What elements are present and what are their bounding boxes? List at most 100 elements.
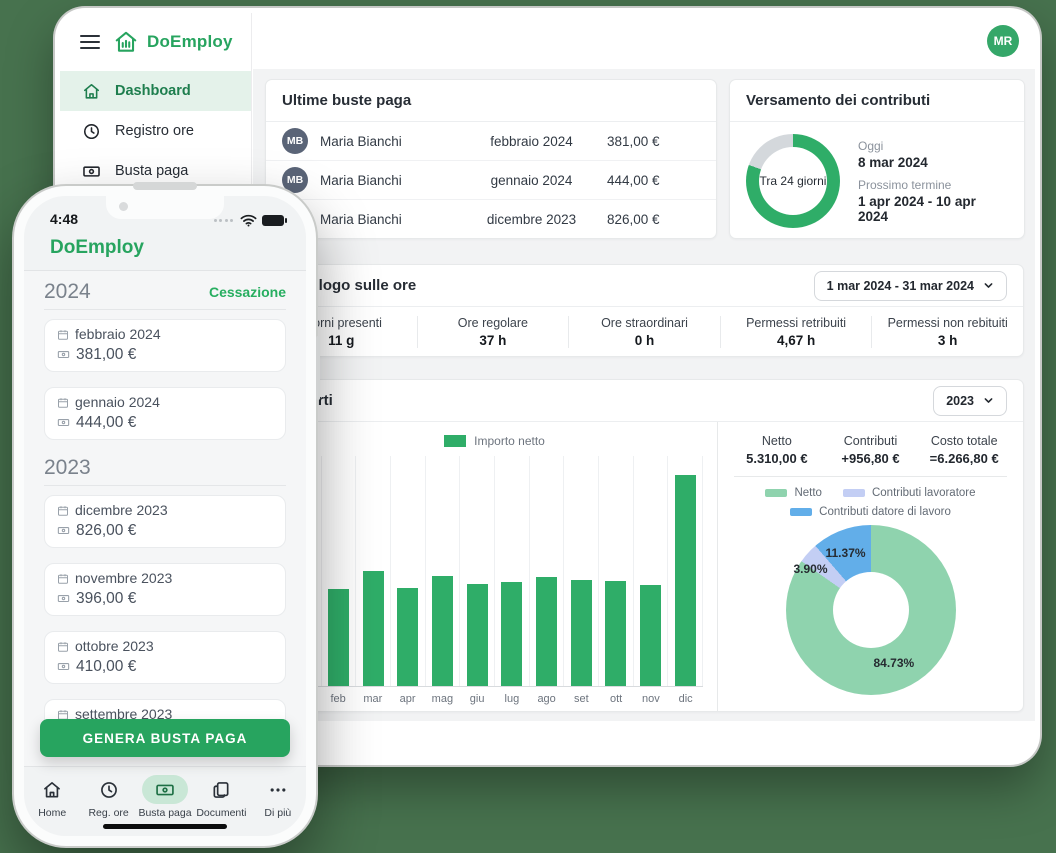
user-avatar[interactable]: MR [987, 25, 1019, 57]
banknote-icon [57, 348, 70, 361]
amounts-chart-card: Importi 2023 Importo netto [265, 379, 1024, 712]
clock-icon [82, 122, 101, 141]
donut-hole [832, 572, 909, 648]
chevron-down-icon [983, 395, 994, 406]
payslip-period: settembre 2023 [75, 706, 173, 722]
employee-name: Maria Bianchi [320, 212, 402, 227]
contributions-info: Oggi 8 mar 2024 Prossimo termine 1 apr 2… [858, 139, 1008, 224]
pct-label-datore: 11.37% [825, 546, 866, 560]
bar [362, 570, 384, 686]
payslip-amount: 381,00 € [76, 346, 137, 363]
payslip-amount: 410,00 € [76, 658, 137, 675]
divider [44, 309, 286, 310]
year-label: 2024 [44, 280, 91, 303]
tab-registro-ore[interactable]: Reg. ore [80, 775, 136, 836]
stat-giorni-presenti: Giorni presenti 11 g [300, 315, 382, 348]
bar [570, 580, 592, 686]
pct-label-lavoratore: 3.90% [793, 562, 828, 576]
section-header-2023: 2023 [44, 456, 286, 480]
payslip-item[interactable]: dicembre 2023 826,00 € [44, 495, 286, 548]
card-header: Ultime buste paga [266, 80, 716, 122]
contributions-card: Versamento dei contributi Tra 24 giorni … [729, 79, 1025, 239]
calendar-icon [57, 397, 69, 409]
tab-busta-paga[interactable]: Busta paga [137, 775, 193, 836]
payslip-period: dicembre 2023 [486, 212, 577, 227]
bar [605, 581, 627, 686]
sidebar-item-busta-paga[interactable]: Busta paga [60, 151, 251, 191]
employee-avatar: MB [282, 128, 308, 154]
countdown-label: Tra 24 giorni [759, 174, 827, 188]
tab-di-piu[interactable]: Di più [250, 775, 306, 836]
donut-legend-row-2: Contributi datore di lavoro [730, 506, 1011, 518]
year-value: 2023 [946, 393, 974, 408]
bar [501, 581, 523, 686]
phone-mockup: 4:48 DoEmploy 2024 Cessazione [14, 182, 320, 846]
home-indicator[interactable] [103, 824, 227, 829]
payslip-row[interactable]: MB Maria Bianchi dicembre 2023 826,00 € [266, 200, 716, 239]
payslip-amount: 826,00 € [607, 212, 660, 227]
phone-power-button [316, 336, 320, 400]
payslip-period: febbraio 2024 [75, 326, 161, 342]
app-logo: DoEmploy [113, 29, 233, 55]
legend-label: Importo netto [474, 434, 545, 448]
banknote-icon [57, 592, 70, 605]
bar-chart-legend: Importo netto [286, 430, 703, 452]
cessazione-link[interactable]: Cessazione [208, 284, 286, 300]
generate-payslip-button[interactable]: GENERA BUSTA PAGA [40, 719, 290, 757]
calendar-icon [57, 505, 69, 517]
bar-chart-panel: Importo netto [266, 422, 717, 711]
payslip-period: dicembre 2023 [75, 502, 168, 518]
pct-label-netto: 84.73% [873, 656, 915, 670]
banknote-icon [57, 660, 70, 673]
today-date: 8 mar 2024 [858, 154, 928, 170]
date-range-select[interactable]: 1 mar 2024 - 31 mar 2024 [813, 270, 1007, 301]
clock-icon [86, 775, 132, 804]
payslip-item[interactable]: ottobre 2023 410,00 € [44, 631, 286, 684]
phone-notch [106, 196, 224, 219]
payslip-amount: 381,00 € [607, 133, 660, 149]
year-label: 2023 [44, 456, 91, 479]
cost-breakdown-panel: Netto 5.310,00 € Contributi +956,80 € Co… [717, 422, 1023, 711]
card-title: Ultime buste paga [282, 92, 412, 109]
payslip-item[interactable]: novembre 2023 396,00 € [44, 563, 286, 616]
card-header: Riepilogo sulle ore 1 mar 2024 - 31 mar … [266, 265, 1023, 307]
stat-permessi-retribuiti: Permessi retribuiti 4,67 h [719, 315, 872, 348]
sidebar-item-dashboard[interactable]: Dashboard [60, 71, 251, 111]
legend-swatch [790, 508, 813, 516]
banknote-icon [57, 524, 70, 537]
status-icons [213, 214, 287, 227]
sidebar-item-registro-ore[interactable]: Registro ore [60, 111, 251, 151]
doemploy-logo-icon [113, 29, 139, 55]
dashboard-content: Ultime buste paga MB Maria Bianchi febbr… [253, 69, 1035, 721]
payslip-row[interactable]: MB Maria Bianchi gennaio 2024 444,00 € [266, 161, 716, 200]
tab-home[interactable]: Home [24, 775, 80, 836]
status-time: 4:48 [50, 211, 79, 227]
bar [328, 588, 349, 686]
tab-documenti[interactable]: Documenti [193, 775, 249, 836]
wifi-icon [240, 214, 257, 227]
summary-netto: Netto 5.310,00 € [746, 434, 808, 466]
payslip-amount: 826,00 € [76, 522, 137, 539]
bar [674, 474, 696, 686]
cost-summary: Netto 5.310,00 € Contributi +956,80 € Co… [730, 434, 1011, 466]
payslip-row[interactable]: MB Maria Bianchi febbraio 2024 381,00 € [266, 122, 716, 161]
payslip-period: gennaio 2024 [75, 394, 160, 410]
chevron-down-icon [983, 280, 994, 291]
calendar-icon [57, 329, 69, 341]
calendar-icon [57, 709, 69, 721]
desktop-window-inner: MR DoEmploy [60, 13, 1035, 760]
year-select[interactable]: 2023 [933, 385, 1007, 416]
payslip-period: ottobre 2023 [75, 638, 154, 654]
summary-contributi: Contributi +956,80 € [841, 434, 900, 466]
phone-earpiece [133, 182, 197, 190]
donut-legend-row-1: Netto Contributi lavoratore [730, 487, 1011, 499]
battery-icon [262, 215, 287, 226]
payslip-item[interactable]: febbraio 2024 381,00 € [44, 319, 286, 372]
bar-chart-x-axis: gen feb mar apr mag giu lug ago set ott … [294, 693, 693, 705]
employee-name: Maria Bianchi [320, 172, 402, 188]
card-title: Versamento dei contributi [746, 92, 931, 109]
hamburger-menu-icon[interactable] [80, 31, 100, 53]
legend-swatch [765, 489, 788, 497]
payslip-item[interactable]: gennaio 2024 444,00 € [44, 387, 286, 440]
bar [432, 576, 453, 686]
